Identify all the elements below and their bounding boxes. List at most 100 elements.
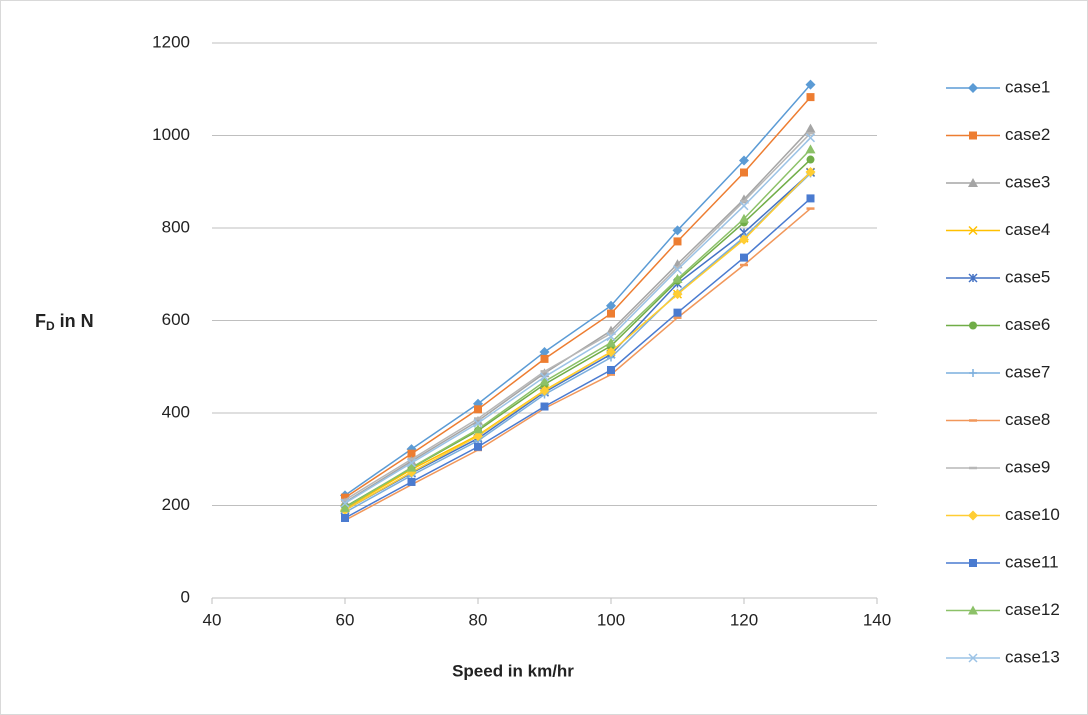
legend-marker	[969, 369, 977, 377]
legend-marker	[969, 131, 977, 140]
series-line	[344, 96, 812, 499]
marker	[474, 405, 482, 414]
marker	[740, 253, 748, 262]
marker	[672, 225, 683, 236]
series-line	[344, 171, 812, 511]
x-tick-label: 60	[336, 610, 355, 629]
legend-label: case12	[1005, 600, 1060, 619]
x-tick-label: 80	[469, 610, 488, 629]
legend-marker	[969, 321, 977, 330]
marker	[806, 155, 815, 164]
x-tick-label: 140	[863, 610, 891, 629]
legend-marker	[968, 178, 978, 187]
series-line	[344, 171, 812, 511]
legend-label: case5	[1005, 267, 1050, 286]
marker	[805, 167, 816, 178]
marker	[805, 144, 816, 154]
legend-label: case10	[1005, 505, 1060, 524]
marker	[406, 456, 417, 466]
series-line	[344, 148, 812, 509]
legend-marker	[968, 273, 978, 283]
marker	[739, 213, 749, 223]
marker	[341, 513, 349, 522]
y-label-main: F	[35, 311, 46, 331]
y-label-sub: D	[46, 319, 55, 333]
marker	[340, 498, 350, 508]
marker	[607, 309, 615, 318]
legend-marker	[968, 83, 978, 93]
marker	[473, 418, 483, 428]
y-tick-label: 800	[162, 217, 190, 236]
series-line	[344, 137, 812, 504]
legend-label: case11	[1005, 552, 1059, 571]
marker	[407, 449, 416, 458]
marker	[739, 155, 749, 166]
marker	[606, 332, 616, 342]
legend-marker	[968, 605, 978, 615]
marker	[539, 372, 550, 382]
marker	[673, 237, 682, 246]
marker	[540, 402, 549, 411]
y-tick-label: 1000	[152, 125, 190, 144]
marker	[606, 346, 616, 357]
y-label-rest: in N	[55, 311, 94, 331]
marker	[740, 168, 748, 177]
series-line	[344, 84, 812, 496]
marker	[340, 502, 350, 512]
series-line	[344, 132, 812, 501]
y-tick-label: 0	[181, 587, 190, 606]
y-tick-label: 600	[162, 310, 190, 329]
marker	[407, 477, 416, 486]
y-tick-label: 400	[162, 402, 190, 421]
legend-marker	[968, 510, 978, 521]
y-axis-label: FD in N	[35, 311, 94, 333]
series	[340, 144, 816, 512]
series-line	[344, 208, 811, 521]
legend-label: case9	[1005, 457, 1050, 476]
marker	[672, 265, 683, 275]
legend-label: case6	[1005, 315, 1050, 334]
marker	[672, 289, 683, 300]
x-tick-label: 40	[203, 610, 222, 629]
series	[341, 194, 815, 522]
legend-marker	[968, 653, 978, 663]
series-line	[344, 172, 812, 514]
marker	[606, 300, 616, 311]
marker	[739, 201, 749, 211]
y-tick-label: 200	[162, 495, 190, 514]
legend-marker	[968, 225, 978, 236]
marker	[805, 123, 816, 133]
x-tick-label: 100	[597, 610, 625, 629]
series-line	[344, 197, 811, 519]
marker	[672, 273, 683, 283]
marker	[473, 431, 483, 442]
marker	[473, 424, 483, 434]
legend-label: case3	[1005, 172, 1050, 191]
legend-label: case7	[1005, 362, 1050, 381]
marker	[539, 385, 550, 396]
legend-label: case4	[1005, 220, 1050, 239]
marker	[406, 462, 417, 472]
series	[340, 79, 816, 501]
marker	[805, 79, 816, 90]
legend-marker	[969, 559, 977, 567]
x-axis-label: Speed in km/hr	[452, 661, 574, 680]
legend-label: case13	[1005, 647, 1060, 666]
marker	[473, 415, 483, 425]
marker	[539, 376, 550, 386]
marker	[806, 194, 815, 203]
legend-label: case8	[1005, 410, 1050, 429]
marker	[539, 346, 550, 357]
legend-label: case2	[1005, 125, 1050, 144]
marker	[607, 365, 615, 374]
y-tick-label: 1200	[152, 32, 190, 51]
marker	[606, 337, 616, 347]
marker	[673, 308, 682, 317]
series	[340, 167, 816, 516]
marker	[739, 234, 749, 245]
marker	[806, 93, 815, 102]
x-tick-label: 120	[730, 610, 758, 629]
marker	[474, 442, 482, 451]
marker	[540, 354, 549, 363]
